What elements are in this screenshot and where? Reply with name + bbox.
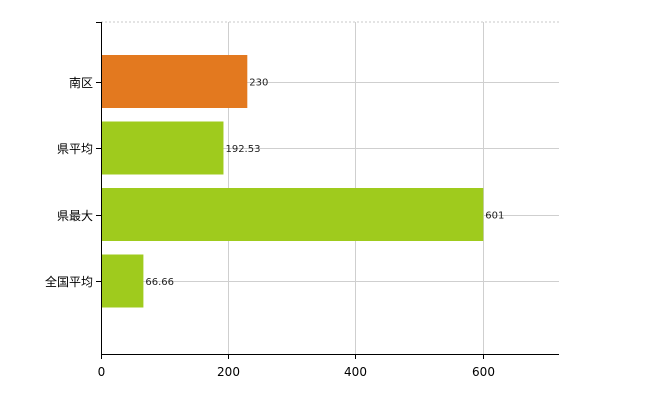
y-tick-label-3: 全国平均 xyxy=(45,274,93,289)
axis-layer xyxy=(96,22,559,359)
y-tick-label-2: 県最大 xyxy=(57,209,93,223)
x-tick-label-200: 200 xyxy=(217,365,240,379)
x-tick-label-400: 400 xyxy=(344,365,367,379)
value-label-2: 601 xyxy=(485,211,504,222)
bar-0 xyxy=(101,55,248,108)
x-tick-label-0: 0 xyxy=(98,365,106,379)
y-tick-label-1: 県平均 xyxy=(57,142,93,156)
bar-2 xyxy=(101,188,484,241)
y-tick-label-0: 南区 xyxy=(69,75,93,90)
value-label-3: 66.66 xyxy=(145,277,174,288)
bar-layer xyxy=(101,55,484,308)
bar-1 xyxy=(101,121,224,175)
value-label-1: 192.53 xyxy=(225,144,260,155)
bar-3 xyxy=(101,254,144,308)
value-label-0: 230 xyxy=(249,78,268,89)
x-tick-label-600: 600 xyxy=(472,365,495,379)
